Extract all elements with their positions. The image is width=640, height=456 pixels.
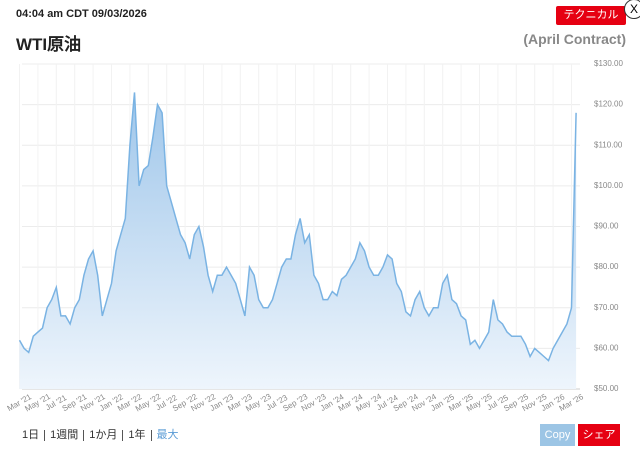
close-button[interactable]: X (624, 0, 640, 19)
y-tick-label: $110.00 (594, 140, 623, 149)
range-option[interactable]: 1年 (123, 430, 152, 441)
range-option[interactable]: 1日 (22, 430, 46, 441)
line (18, 92, 577, 362)
y-tick-label: $130.00 (594, 59, 623, 68)
copy-button[interactable]: Copy (540, 424, 575, 446)
y-tick-label: $80.00 (594, 262, 619, 271)
y-tick-label: $90.00 (594, 222, 619, 231)
technical-button[interactable]: テクニカル (556, 6, 626, 25)
y-tick-label: $60.00 (594, 343, 619, 352)
title: WTI原油 (16, 35, 82, 54)
area (19, 92, 577, 390)
y-tick-label: $50.00 (594, 384, 619, 393)
share-button[interactable]: シェア (578, 424, 620, 446)
range-option[interactable]: 最大 (156, 429, 179, 441)
range-selector: 1日 1週間 1か月 1年 最大 (22, 430, 184, 441)
range-option[interactable]: 1週間 (45, 430, 85, 441)
contract: (April Contract) (523, 31, 626, 47)
y-tick-label: $120.00 (594, 100, 623, 109)
chart: $50.00 $60.00 $70.00 $80.00 $90.00 $100.00 $11… (6, 59, 624, 413)
timestamp: 04:04 am CDT 09/03/2026 (16, 8, 147, 20)
y-tick-label: $70.00 (594, 303, 619, 312)
y-tick-label: $100.00 (594, 181, 623, 190)
range-option[interactable]: 1か月 (84, 430, 124, 441)
